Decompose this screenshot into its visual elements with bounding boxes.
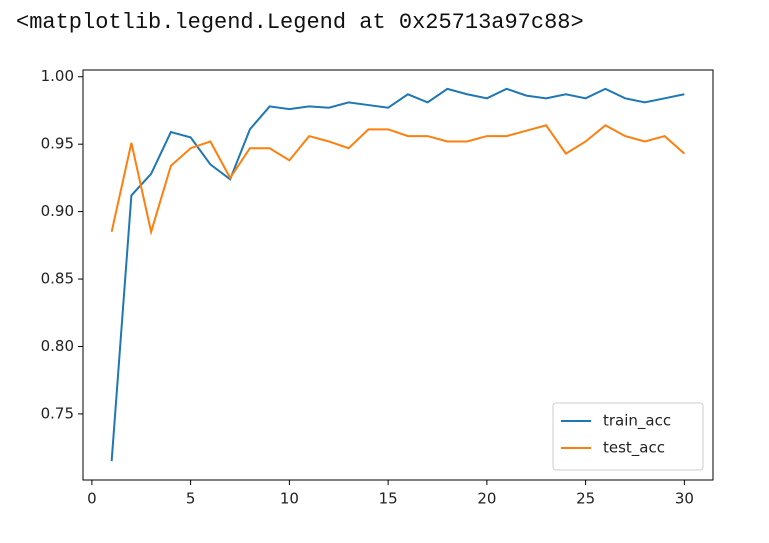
x-tick-label: 5: [186, 490, 196, 508]
x-tick-label: 30: [675, 490, 694, 508]
x-tick-label: 10: [280, 490, 299, 508]
y-tick-label: 0.90: [41, 202, 74, 220]
x-tick-label: 20: [477, 490, 496, 508]
x-tick-label: 25: [576, 490, 595, 508]
series-line: [110, 124, 686, 236]
axes-frame: [82, 69, 714, 481]
y-tick-label: 0.75: [41, 404, 74, 422]
output-text: <matplotlib.legend.Legend at 0x25713a97c…: [16, 10, 584, 35]
legend-label: train_acc: [603, 412, 671, 431]
x-tick-label: 0: [87, 490, 97, 508]
y-tick-label: 0.80: [41, 337, 74, 355]
y-tick-label: 0.95: [41, 135, 74, 153]
y-tick-label: 0.85: [41, 270, 74, 288]
series-line: [110, 87, 685, 462]
legend-box: [552, 402, 704, 471]
x-tick-label: 15: [379, 490, 398, 508]
legend-label: test_acc: [603, 439, 665, 458]
y-tick-label: 1.00: [41, 67, 74, 85]
